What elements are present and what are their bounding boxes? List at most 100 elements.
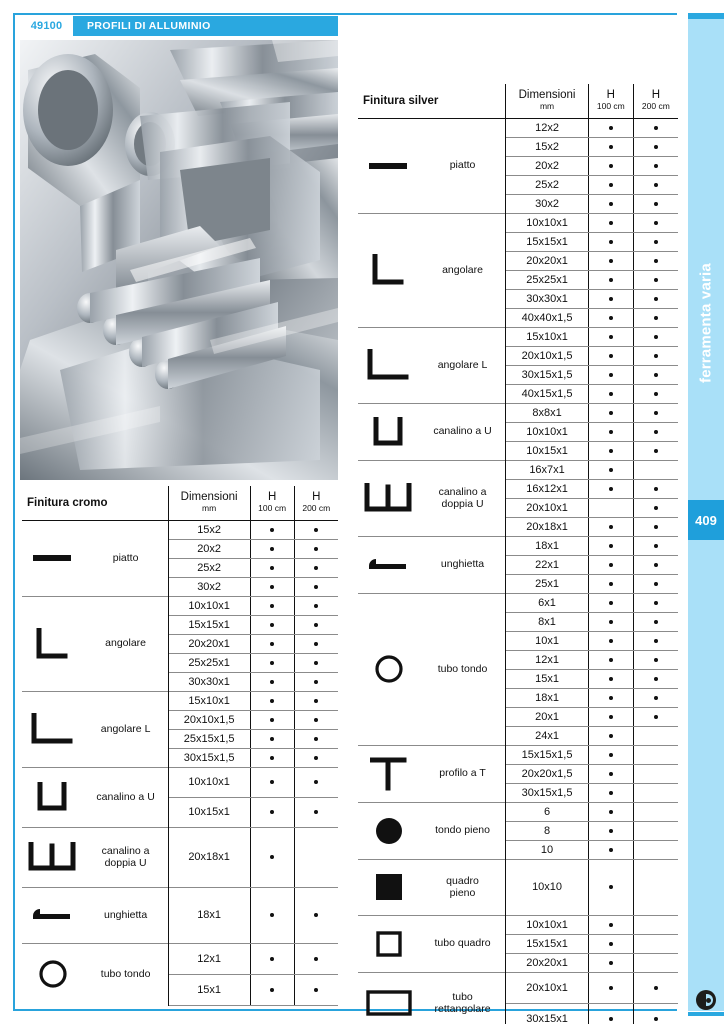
dimension-cell: 12x1: [505, 650, 589, 670]
table-row: tubo tondo 12x1: [22, 942, 338, 1005]
availability-dot-icon: [314, 717, 319, 722]
availability-dot-icon: [653, 220, 658, 225]
availability-dot-icon: [653, 315, 658, 320]
availability-h100-cell: [249, 943, 295, 975]
availability-h100-cell: [249, 797, 295, 828]
availability-h200-cell: [632, 270, 678, 290]
dimension-cell: 15x1: [505, 669, 589, 689]
tubo-rettangolare-icon: [366, 990, 412, 1016]
availability-dot-icon: [653, 353, 658, 358]
table-row: 20x20x1,5: [358, 764, 678, 784]
availability-h100-cell: [587, 612, 634, 632]
availability-dot-icon: [314, 584, 319, 589]
dimension-cell: 20x10x1,5: [168, 710, 251, 730]
table-row: tondo pieno 6: [358, 801, 678, 859]
sidebar-top-accent: [688, 13, 724, 19]
profile-icon-cell: [358, 744, 420, 802]
profile-name-cell: tubo quadro: [419, 914, 507, 972]
sidebar-bottom-accent: [688, 1012, 724, 1016]
table-row: angolare L 15x10x1: [358, 326, 678, 403]
table-row: 16x12x1: [358, 479, 678, 499]
availability-h200-cell: [632, 384, 678, 404]
dimension-cell: 18x1: [168, 887, 251, 944]
availability-dot-icon: [608, 619, 613, 624]
availability-dot-icon: [653, 277, 658, 282]
profile-icon-cell: [358, 858, 420, 915]
availability-h100-cell: [587, 270, 634, 290]
profile-name-cell: canalino a U: [419, 402, 507, 460]
availability-h100-cell: [587, 194, 634, 214]
availability-dot-icon: [653, 657, 658, 662]
availability-h100-cell: [587, 764, 634, 784]
page-header-band: 49100 PROFILI DI ALLUMINIO: [20, 16, 338, 36]
availability-dot-icon: [608, 638, 613, 643]
table-row: 20x20x1: [358, 953, 678, 973]
availability-h200-cell: [632, 631, 678, 651]
dimension-cell: 30x2: [505, 194, 589, 214]
profile-name-cell: tubo rettangolare: [419, 971, 507, 1024]
availability-h200-cell: [632, 612, 678, 632]
dimension-cell: 25x1: [505, 574, 589, 594]
page-number-tab: 409: [688, 500, 724, 540]
dimension-cell: 40x15x1,5: [505, 384, 589, 404]
availability-dot-icon: [314, 698, 319, 703]
profile-name-cell: piatto: [419, 118, 507, 213]
tubo-tondo-icon: [39, 960, 67, 988]
availability-dot-icon: [608, 790, 613, 795]
table-row: 15x15x1: [358, 232, 678, 252]
table-row: 22x1: [358, 555, 678, 575]
table-row: 20x2: [358, 156, 678, 176]
dimension-cell: 10x15x1: [505, 441, 589, 461]
availability-h200-cell: [632, 934, 678, 954]
availability-h100-cell: [249, 710, 295, 730]
availability-h200-cell: [632, 726, 678, 746]
availability-h200-cell: [293, 577, 338, 597]
profile-icon-cell: [358, 801, 420, 859]
availability-dot-icon: [270, 855, 275, 860]
profile-icon-cell: [22, 942, 84, 1005]
dimension-cell: 20x20x1: [168, 634, 251, 654]
table-row: 20x10x1,5: [358, 346, 678, 366]
availability-dot-icon: [608, 296, 613, 301]
availability-h100-cell: [587, 688, 634, 708]
table-row: 30x30x1: [22, 672, 338, 692]
table-row: 25x25x1: [358, 270, 678, 290]
table-row: 30x15x1,5: [358, 365, 678, 385]
availability-dot-icon: [314, 660, 319, 665]
availability-h100-cell: [587, 783, 634, 803]
availability-h200-cell: [293, 729, 338, 749]
availability-dot-icon: [653, 985, 658, 990]
availability-dot-icon: [608, 752, 613, 757]
table-row: 40x15x1,5: [358, 384, 678, 404]
availability-dot-icon: [653, 163, 658, 168]
table-row: tubo rettangolare 20x10x1: [358, 971, 678, 1024]
availability-h200-cell: [632, 327, 678, 347]
profile-name-cell: canalino a doppia U: [419, 459, 507, 536]
availability-h100-cell: [249, 577, 295, 597]
availability-h200-cell: [632, 593, 678, 613]
availability-dot-icon: [270, 546, 275, 551]
tubo-tondo-icon: [375, 655, 403, 683]
table-row: tubo quadro 10x10x1: [358, 914, 678, 972]
profile-icon-cell: [358, 212, 420, 327]
availability-dot-icon: [270, 913, 275, 918]
availability-h100-cell: [587, 441, 634, 461]
table-row: 10x15x1: [22, 797, 338, 828]
profile-icon-cell: [22, 826, 84, 887]
availability-h200-cell: [293, 691, 338, 711]
table-row: 40x40x1,5: [358, 308, 678, 328]
availability-dot-icon: [608, 847, 613, 852]
dimension-cell: 15x10x1: [505, 327, 589, 347]
table-title-silver: Finitura silver: [358, 84, 506, 119]
table-row: quadro pieno 10x10: [358, 858, 678, 916]
dimension-cell: 20x1: [505, 707, 589, 727]
table-row: canalino a U 8x8x1: [358, 402, 678, 460]
availability-dot-icon: [270, 810, 275, 815]
availability-h200-cell: [632, 251, 678, 271]
availability-dot-icon: [653, 524, 658, 529]
table-row: 30x2: [22, 577, 338, 597]
table-row: profilo a T 15x15x1,5: [358, 744, 678, 802]
dimension-cell: 10: [505, 840, 589, 860]
availability-h200-cell: [293, 887, 338, 944]
table-row: 8x1: [358, 612, 678, 632]
